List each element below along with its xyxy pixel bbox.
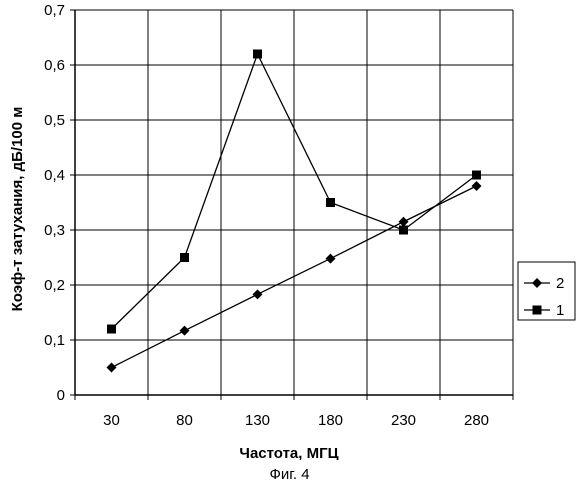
figure-caption: Фиг. 4 xyxy=(0,466,579,483)
data-point-2 xyxy=(326,254,336,264)
data-point-1 xyxy=(472,171,481,180)
y-tick-labels: 0 0,1 0,2 0,3 0,4 0,5 0,6 0,7 xyxy=(44,2,65,404)
legend-marker-1 xyxy=(533,306,542,315)
plot-area xyxy=(70,10,513,400)
data-point-1 xyxy=(180,253,189,262)
x-tick-label: 230 xyxy=(391,412,416,429)
y-tick-label: 0,2 xyxy=(44,277,65,294)
data-point-2 xyxy=(253,289,263,299)
data-point-1 xyxy=(253,50,262,59)
data-point-1 xyxy=(326,198,335,207)
data-point-2 xyxy=(180,326,190,336)
x-tick-label: 280 xyxy=(464,412,489,429)
y-tick-label: 0,1 xyxy=(44,332,65,349)
x-tick-labels: 30 80 130 180 230 280 xyxy=(103,412,489,429)
x-tick-label: 30 xyxy=(103,412,120,429)
legend-label-1: 1 xyxy=(556,302,564,319)
legend: 21 xyxy=(518,262,575,320)
x-axis-title: Частота, МГЦ xyxy=(239,445,338,460)
y-tick-label: 0,5 xyxy=(44,112,65,129)
y-axis-title: Коэф-т затухания, дБ/100 м xyxy=(9,107,26,312)
gridlines xyxy=(75,10,513,395)
x-tick-label: 130 xyxy=(245,412,270,429)
x-tick-label: 180 xyxy=(318,412,343,429)
data-point-2 xyxy=(472,181,482,191)
data-point-1 xyxy=(107,325,116,334)
x-tick-label: 80 xyxy=(176,412,193,429)
y-tick-label: 0,7 xyxy=(44,2,65,19)
line-chart: 00,10,20,30,40,50,60,7 3080130180230280 … xyxy=(0,0,579,460)
y-tick-label: 0 xyxy=(57,387,65,404)
data-point-2 xyxy=(399,217,409,227)
legend-box xyxy=(518,262,575,320)
data-point-1 xyxy=(399,226,408,235)
legend-label-2: 2 xyxy=(556,275,564,292)
y-tick-label: 0,4 xyxy=(44,167,65,184)
data-point-2 xyxy=(107,363,117,373)
y-tick-label: 0,3 xyxy=(44,222,65,239)
y-tick-label: 0,6 xyxy=(44,57,65,74)
